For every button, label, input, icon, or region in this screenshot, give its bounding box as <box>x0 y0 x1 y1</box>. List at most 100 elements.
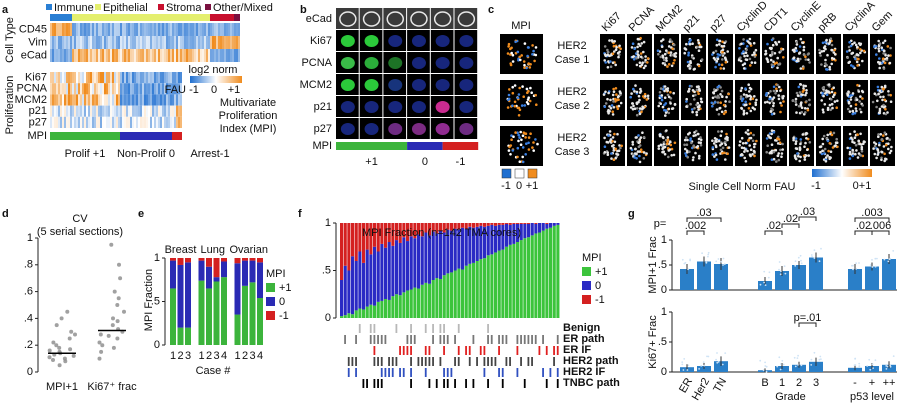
heatmap-cell <box>60 83 62 95</box>
track-tick <box>432 357 434 366</box>
heatmap-cell <box>116 116 118 128</box>
heatmap-cell <box>176 23 178 36</box>
data-point <box>47 355 52 360</box>
heatmap-cell <box>104 116 106 128</box>
x-tick-label: 3 <box>213 350 219 362</box>
cell-dot <box>886 45 890 48</box>
cell-dot <box>831 146 835 149</box>
cell-dot <box>511 60 515 63</box>
bar <box>809 361 823 372</box>
cell-dot <box>739 97 743 101</box>
cell-dot <box>633 90 636 93</box>
cell-dot <box>888 61 892 65</box>
cell-dot <box>669 102 672 105</box>
cell-dot <box>603 105 607 108</box>
heatmap-cell <box>90 116 92 128</box>
cell-dot <box>776 83 779 87</box>
cell-dot <box>723 151 726 155</box>
jitter-dot <box>717 258 720 260</box>
heatmap-cell <box>134 105 136 117</box>
legend-swatch <box>582 281 591 290</box>
cell-dot <box>745 48 748 51</box>
bar-segment <box>413 287 417 318</box>
cell-dot <box>611 93 615 97</box>
cell-dot <box>636 150 640 153</box>
heatmap-cell <box>162 116 164 128</box>
heatmap-cell <box>220 23 222 36</box>
heatmap-cell <box>142 116 144 128</box>
cell-dot <box>765 137 769 140</box>
heatmap-cell <box>60 116 62 128</box>
x-axis-label: Grade <box>775 391 806 403</box>
cell-dot <box>806 108 810 112</box>
heatmap-cell <box>166 105 168 117</box>
cell-dot <box>507 97 511 101</box>
y-tick-label: .5 <box>322 264 331 276</box>
cell-dot <box>889 93 892 97</box>
heatmap-cell <box>208 36 210 49</box>
heatmap-cell <box>88 23 90 36</box>
heatmap-cell <box>134 36 136 49</box>
heatmap-cell <box>84 94 86 106</box>
heatmap-cell <box>78 94 80 106</box>
y-tick-label: 1 <box>154 252 160 264</box>
jitter-dot <box>800 259 802 262</box>
p-value: p=.01 <box>794 312 822 324</box>
heatmap-cell <box>180 72 182 84</box>
cell-dot <box>795 147 799 150</box>
cell-dot <box>687 89 691 93</box>
bar-segment <box>206 288 212 345</box>
heatmap-cell <box>148 49 150 62</box>
cell-dot <box>696 145 700 148</box>
cell-dot <box>828 142 832 145</box>
cell-dot <box>765 150 768 154</box>
cell-dot <box>638 138 641 141</box>
cell-dot <box>666 142 669 145</box>
cell-dot <box>526 54 529 58</box>
bar-segment <box>453 270 457 318</box>
heatmap-cell <box>68 83 70 95</box>
heatmap-cell <box>72 83 74 95</box>
cell-dot <box>749 64 752 67</box>
cell-dot <box>635 101 639 105</box>
cell-dot <box>802 48 806 52</box>
cell-dot <box>697 41 701 45</box>
heatmap-cell <box>56 105 58 117</box>
cell-dot <box>509 153 512 156</box>
heatmap-cell <box>144 105 146 117</box>
track-tick <box>531 335 533 344</box>
track-tick <box>369 335 372 344</box>
heatmap-cell <box>104 36 106 49</box>
cell-dot <box>666 65 669 68</box>
heatmap-cell <box>120 116 122 128</box>
heatmap-cell <box>100 83 102 95</box>
cell-dot <box>721 50 724 54</box>
track-tick <box>443 368 445 377</box>
jitter-dot <box>800 262 803 265</box>
cell-dot <box>612 100 615 103</box>
cell-dot <box>745 112 749 115</box>
heatmap-cell <box>70 116 72 128</box>
heatmap-cell <box>68 116 70 128</box>
cell-dot <box>774 92 777 95</box>
bar-segment <box>512 223 516 224</box>
heatmap-cell <box>148 105 150 117</box>
heatmap-cell <box>88 105 90 117</box>
cell-dot <box>877 44 881 48</box>
mpi-class-label: -1 <box>456 156 466 168</box>
cell-dot <box>827 149 830 153</box>
bar <box>792 265 806 290</box>
bar-segment <box>527 237 531 318</box>
nucleus <box>459 101 474 113</box>
track-tick <box>446 368 449 377</box>
bar-segment <box>249 260 256 283</box>
cell-dot <box>792 136 795 140</box>
bar-segment <box>257 298 263 345</box>
cell-dot <box>753 61 757 64</box>
cell-dot <box>780 47 783 51</box>
bar-segment <box>391 223 395 246</box>
jitter-dot <box>818 358 821 361</box>
data-point <box>100 343 105 348</box>
heatmap-cell <box>122 94 124 106</box>
cell-dot <box>526 98 530 101</box>
